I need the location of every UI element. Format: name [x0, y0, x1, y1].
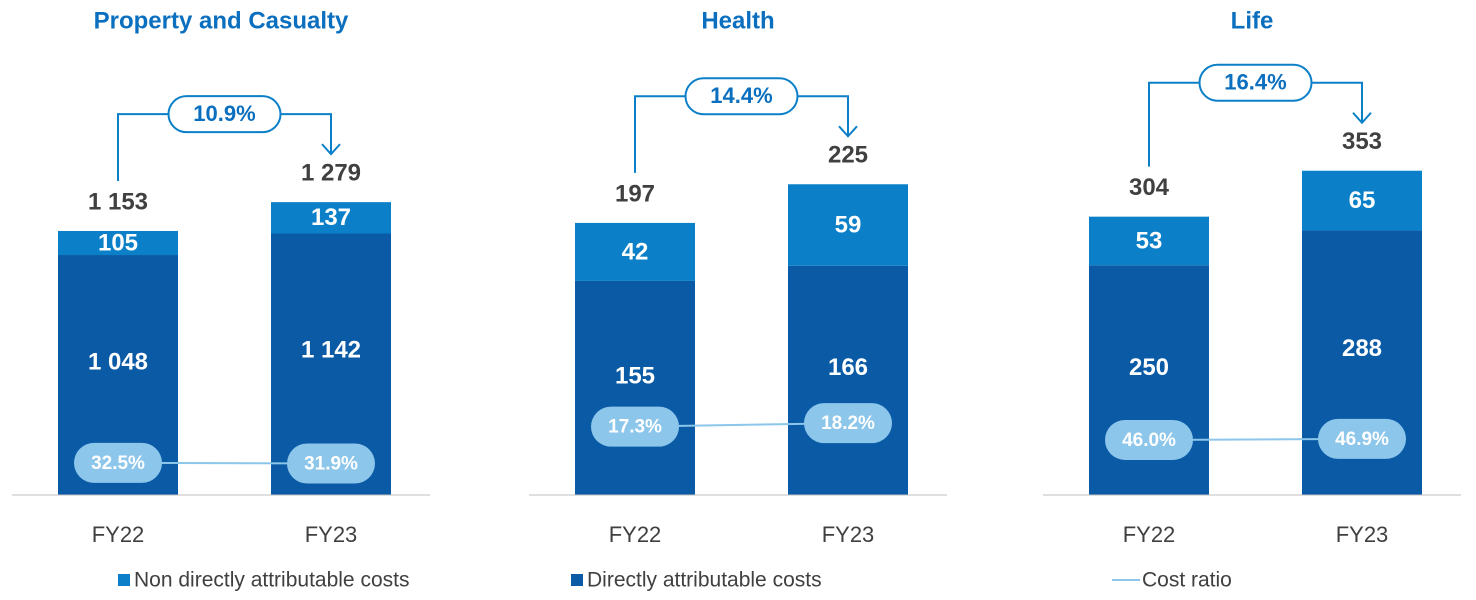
chart-title: Health — [701, 7, 774, 34]
legend-label: Cost ratio — [1142, 569, 1232, 592]
chart-title: Life — [1231, 7, 1274, 34]
ratio-label: 17.3% — [608, 417, 662, 438]
panel: Property and Casualty 1 048 105 1 153 FY22 1 … — [12, 7, 430, 547]
value-label: 105 — [98, 229, 138, 256]
bar-segment — [58, 230, 178, 256]
total-label: 353 — [1342, 128, 1382, 155]
bar-segment — [788, 265, 908, 495]
panel: Health 155 42 197 FY22 166 59 225 FY23 14.4% 17.3%… — [529, 7, 947, 547]
value-label: 59 — [835, 211, 862, 238]
ratio-pill — [804, 403, 892, 444]
panel: Life 250 53 304 FY22 288 65 353 FY23 16.4% 46.0% 46… — [1043, 7, 1461, 547]
bar-segment — [1089, 216, 1209, 266]
value-label: 65 — [1349, 187, 1376, 214]
ratio-pill — [1105, 419, 1193, 460]
ratio-label: 18.2% — [821, 413, 875, 434]
value-label: 1 048 — [88, 348, 148, 375]
arrow-head — [321, 143, 341, 156]
ratio-label: 46.0% — [1122, 430, 1176, 451]
total-label: 197 — [615, 180, 655, 207]
value-label: 42 — [622, 238, 649, 265]
legend-label: Directly attributable costs — [587, 569, 822, 592]
bar-segment — [1302, 170, 1422, 231]
x-tick-label: FY22 — [609, 522, 662, 547]
legend-swatch — [571, 574, 583, 586]
value-label: 250 — [1129, 354, 1169, 381]
x-tick-label: FY23 — [305, 522, 358, 547]
value-label: 166 — [828, 354, 868, 381]
x-tick-label: FY23 — [822, 522, 875, 547]
growth-pill — [1198, 63, 1313, 102]
total-label: 225 — [828, 142, 868, 169]
growth-pill — [167, 95, 282, 134]
growth-label: 10.9% — [193, 101, 255, 126]
growth-label: 16.4% — [1224, 70, 1286, 95]
ratio-pill — [1318, 418, 1406, 459]
total-label: 1 279 — [301, 159, 361, 186]
bar-segment — [575, 222, 695, 281]
bar-segment — [575, 280, 695, 495]
ratio-label: 46.9% — [1335, 429, 1389, 450]
x-tick-label: FY22 — [1123, 522, 1176, 547]
chart-title: Property and Casualty — [94, 7, 349, 34]
legend-swatch — [118, 574, 130, 586]
total-label: 304 — [1129, 174, 1170, 201]
arrow-head — [1352, 112, 1372, 125]
arrow-head — [838, 125, 858, 138]
x-tick-label: FY22 — [92, 522, 145, 547]
ratio-label: 32.5% — [91, 453, 145, 474]
bar-segment — [788, 184, 908, 266]
bar-segment — [271, 202, 391, 234]
value-label: 288 — [1342, 335, 1382, 362]
ratio-pill — [74, 442, 162, 483]
value-label: 1 142 — [301, 337, 361, 364]
total-label: 1 153 — [88, 188, 148, 215]
value-label: 137 — [311, 204, 351, 231]
value-label: 155 — [615, 363, 655, 390]
legend-label: Non directly attributable costs — [134, 569, 409, 592]
value-label: 53 — [1136, 227, 1163, 254]
ratio-pill — [591, 406, 679, 447]
growth-label: 14.4% — [710, 83, 772, 108]
growth-pill — [684, 77, 799, 116]
x-tick-label: FY23 — [1336, 522, 1389, 547]
ratio-pill — [287, 443, 375, 484]
ratio-label: 31.9% — [304, 454, 358, 475]
